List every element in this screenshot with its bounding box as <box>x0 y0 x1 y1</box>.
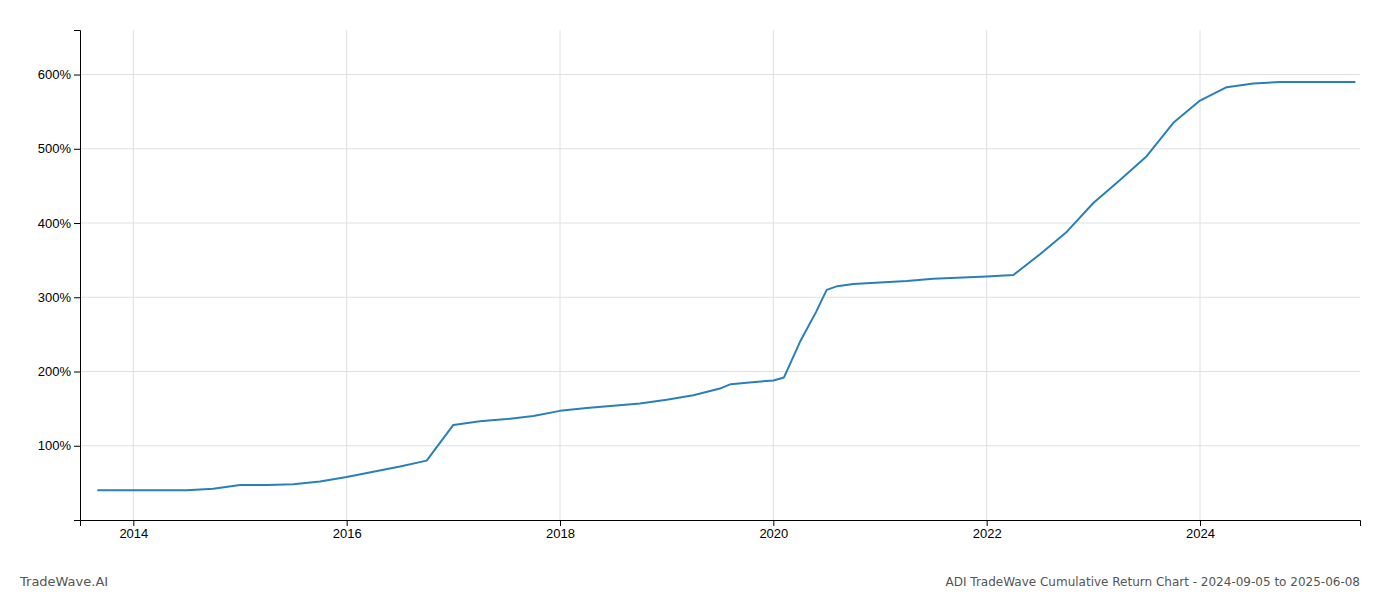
y-tick-label: 100% <box>38 438 72 453</box>
x-grid-line <box>1200 30 1201 520</box>
x-tick-label: 2022 <box>973 526 1002 541</box>
y-tick: 300% <box>38 290 80 305</box>
y-tick-label: 600% <box>38 67 72 82</box>
y-tick: 100% <box>38 438 80 453</box>
y-tick: 400% <box>38 216 80 231</box>
y-tick-mark <box>74 372 80 373</box>
x-grid-line <box>133 30 134 520</box>
x-grid-line <box>560 30 561 520</box>
x-tick-mark <box>560 520 561 526</box>
x-tick: 2016 <box>333 520 362 541</box>
y-tick: 200% <box>38 364 80 379</box>
y-grid-line <box>80 148 1360 149</box>
y-tick: 600% <box>38 67 80 82</box>
chart-title: ADI TradeWave Cumulative Return Chart - … <box>946 575 1360 589</box>
watermark: TradeWave.AI <box>19 574 108 589</box>
x-tick: 2022 <box>973 520 1002 541</box>
y-grid-line <box>80 445 1360 446</box>
plot-area <box>98 82 1355 490</box>
y-tick-label: 300% <box>38 290 72 305</box>
x-grid-line <box>773 30 774 520</box>
y-axis: 100% 200% 300% 400% 500% 600% <box>38 31 81 521</box>
y-grid-line <box>80 223 1360 224</box>
x-tick: 2018 <box>546 520 575 541</box>
y-tick-mark <box>74 223 80 224</box>
x-tick-mark <box>347 520 348 526</box>
y-tick-mark <box>74 75 80 76</box>
y-tick-label: 200% <box>38 364 72 379</box>
x-axis: 2014 2016 2018 2020 2022 2024 <box>81 520 1361 541</box>
x-tick-label: 2024 <box>1186 526 1215 541</box>
x-tick: 2014 <box>119 520 148 541</box>
y-grid-line <box>80 74 1360 75</box>
y-tick-mark <box>74 149 80 150</box>
y-grid-line <box>80 297 1360 298</box>
y-tick-label: 500% <box>38 141 72 156</box>
x-tick: 2020 <box>759 520 788 541</box>
x-grid-line <box>986 30 987 520</box>
x-tick-label: 2014 <box>119 526 148 541</box>
x-tick-mark <box>1200 520 1201 526</box>
y-grid-line <box>80 371 1360 372</box>
y-axis-line <box>74 31 81 521</box>
x-tick-label: 2020 <box>759 526 788 541</box>
x-tick-mark <box>987 520 988 526</box>
x-tick: 2024 <box>1186 520 1215 541</box>
chart: 2014 2016 2018 2020 2022 2024 100% 200% 300% 400%… <box>0 0 1400 600</box>
grid <box>80 30 1360 520</box>
x-tick-mark <box>773 520 774 526</box>
y-tick-mark <box>74 446 80 447</box>
x-axis-line <box>81 521 1361 527</box>
x-grid-line <box>346 30 347 520</box>
y-tick-label: 400% <box>38 216 72 231</box>
y-tick: 500% <box>38 141 80 156</box>
x-tick-label: 2018 <box>546 526 575 541</box>
x-tick-label: 2016 <box>333 526 362 541</box>
return-line <box>98 82 1355 490</box>
y-tick-mark <box>74 297 80 298</box>
x-tick-mark <box>133 520 134 526</box>
